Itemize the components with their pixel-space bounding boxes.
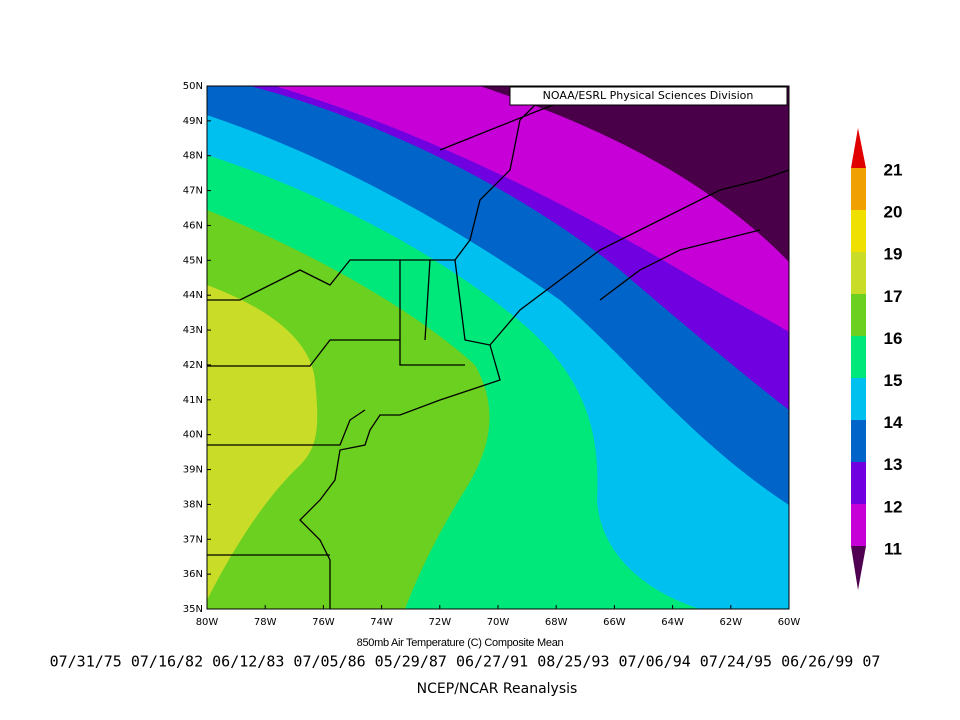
- colorbar-label: 19: [884, 245, 903, 264]
- latitude-label: 44N: [183, 290, 203, 301]
- contour-field: [207, 86, 789, 609]
- credit: NOAA/ESRL Physical Sciences Division: [543, 89, 754, 102]
- colorbar-swatch: [851, 294, 866, 336]
- latitude-label: 37N: [183, 534, 203, 545]
- latitude-label: 39N: [183, 465, 203, 476]
- colorbar: [851, 128, 866, 590]
- colorbar-label: 20: [884, 203, 903, 222]
- colorbar-swatch: [851, 210, 866, 252]
- latitude-label: 45N: [183, 255, 203, 266]
- longitude-label: 62W: [719, 617, 742, 628]
- latitude-label: 50N: [183, 81, 203, 92]
- latitude-label: 47N: [183, 186, 203, 197]
- latitude-label: 35N: [183, 604, 203, 615]
- colorbar-swatch: [851, 168, 866, 210]
- colorbar-label: 12: [884, 497, 903, 516]
- latitude-label: 38N: [183, 499, 203, 510]
- colorbar-label: 17: [884, 287, 903, 306]
- longitude-label: 72W: [428, 617, 451, 628]
- caption: 850mb Air Temperature (C) Composite Mean: [357, 637, 564, 649]
- dates: 07/31/75 07/16/82 06/12/83 07/05/86 05/2…: [50, 653, 881, 671]
- colorbar-swatch: [851, 420, 866, 462]
- longitude-label: 78W: [254, 617, 277, 628]
- colorbar-label: 15: [884, 371, 903, 390]
- colorbar-swatch: [851, 252, 866, 294]
- longitude-label: 80W: [196, 617, 219, 628]
- colorbar-label: 13: [884, 455, 903, 474]
- longitude-label: 74W: [370, 617, 393, 628]
- longitude-label: 76W: [312, 617, 335, 628]
- longitude-label: 70W: [487, 617, 510, 628]
- longitude-label: 68W: [545, 617, 568, 628]
- source: NCEP/NCAR Reanalysis: [417, 681, 578, 697]
- colorbar-label: 11: [884, 539, 902, 558]
- latitude-label: 48N: [183, 151, 203, 162]
- credit-box: [509, 86, 788, 106]
- latitude-label: 41N: [183, 395, 203, 406]
- latitude-label: 36N: [183, 569, 203, 580]
- latitude-label: 43N: [183, 325, 203, 336]
- colorbar-label: 14: [884, 413, 903, 432]
- latitude-label: 42N: [183, 360, 203, 371]
- colorbar-bottom: [851, 546, 866, 590]
- colorbar-label: 21: [884, 160, 903, 179]
- colorbar-swatch: [851, 462, 866, 504]
- longitude-label: 64W: [661, 617, 684, 628]
- colorbar-swatch: [851, 336, 866, 378]
- latitude-label: 46N: [183, 220, 203, 231]
- colorbar-top: [851, 128, 866, 168]
- longitude-label: 66W: [603, 617, 626, 628]
- longitude-label: 60W: [778, 617, 801, 628]
- latitude-label: 40N: [183, 430, 203, 441]
- latitude-label: 49N: [183, 116, 203, 127]
- colorbar-swatch: [851, 504, 866, 546]
- colorbar-label: 16: [884, 329, 903, 348]
- colorbar-swatch: [851, 378, 866, 420]
